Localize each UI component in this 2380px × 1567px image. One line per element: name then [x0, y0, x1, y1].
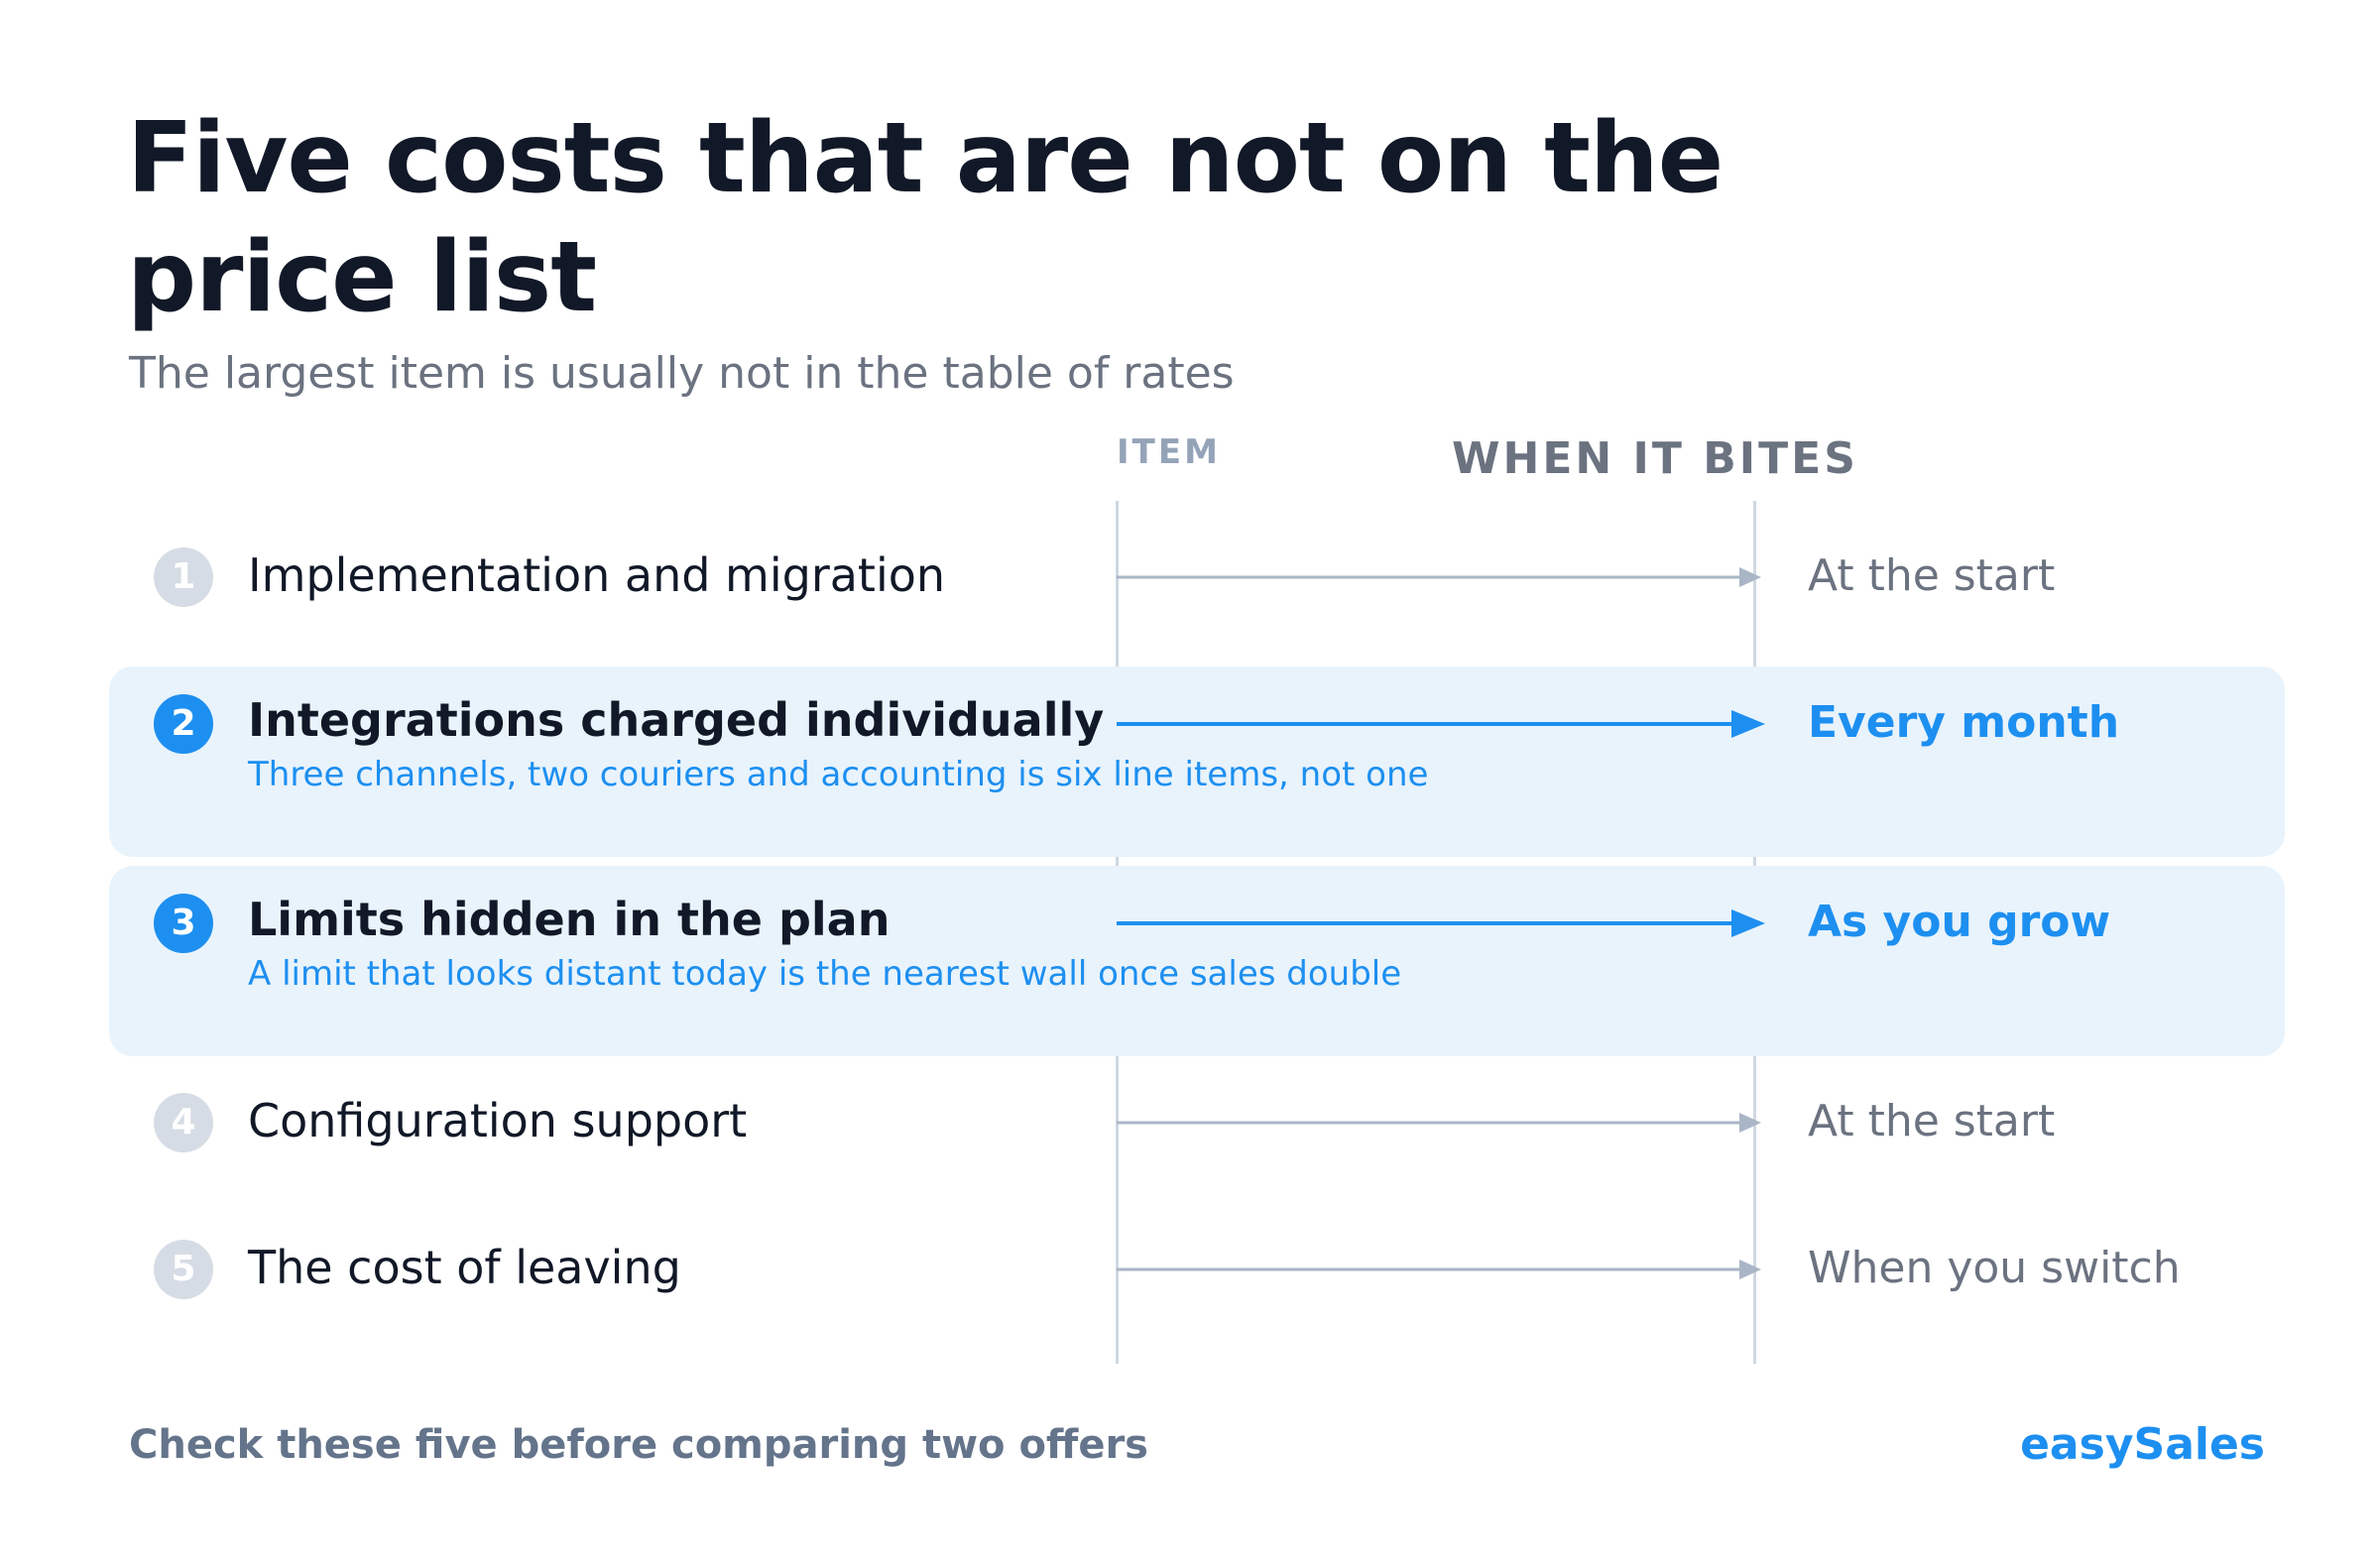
cost-row-implementation: 1 Implementation and migration At the st…: [109, 526, 2285, 625]
timeline-arrow: [1117, 710, 1765, 738]
cost-row-configuration: 4 Configuration support At the start: [109, 1071, 2285, 1170]
column-header-item: ITEM: [1117, 432, 1221, 472]
row-label: Implementation and migration: [248, 548, 946, 602]
brand-logo: easySales: [2020, 1419, 2265, 1470]
row-number-badge: 3: [154, 894, 213, 953]
row-label: Configuration support: [248, 1094, 748, 1147]
page-subtitle: The largest item is usually not in the t…: [129, 348, 1235, 399]
row-when: As you grow: [1808, 897, 2111, 947]
row-number-badge: 1: [154, 547, 213, 607]
cost-row-integrations: 2 Integrations charged individually Thre…: [109, 666, 2285, 857]
timeline-arrow: [1117, 1113, 1761, 1133]
cost-row-limits: 3 Limits hidden in the plan A limit that…: [109, 866, 2285, 1056]
row-when: When you switch: [1808, 1243, 2181, 1293]
row-number-badge: 5: [154, 1240, 213, 1299]
row-number-badge: 4: [154, 1093, 213, 1152]
row-note: A limit that looks distant today is the …: [248, 954, 1402, 994]
row-number-badge: 2: [154, 694, 213, 754]
row-note: Three channels, two couriers and account…: [248, 755, 1429, 794]
footer-note: Check these five before comparing two of…: [129, 1422, 1148, 1468]
row-label: Integrations charged individually: [248, 693, 1105, 747]
timeline-arrow: [1117, 1260, 1761, 1279]
timeline-arrow: [1117, 567, 1761, 587]
row-when: Every month: [1808, 697, 2120, 748]
row-label: Limits hidden in the plan: [248, 893, 891, 946]
row-label: The cost of leaving: [248, 1241, 681, 1294]
timeline-arrow: [1117, 909, 1765, 937]
cost-row-leaving: 5 The cost of leaving When you switch: [109, 1218, 2285, 1317]
page-title: Five costs that are not on the price lis…: [127, 102, 1724, 334]
column-header-when: WHEN IT BITES: [1452, 433, 1858, 484]
row-when: At the start: [1808, 1096, 2056, 1146]
row-when: At the start: [1808, 550, 2056, 601]
